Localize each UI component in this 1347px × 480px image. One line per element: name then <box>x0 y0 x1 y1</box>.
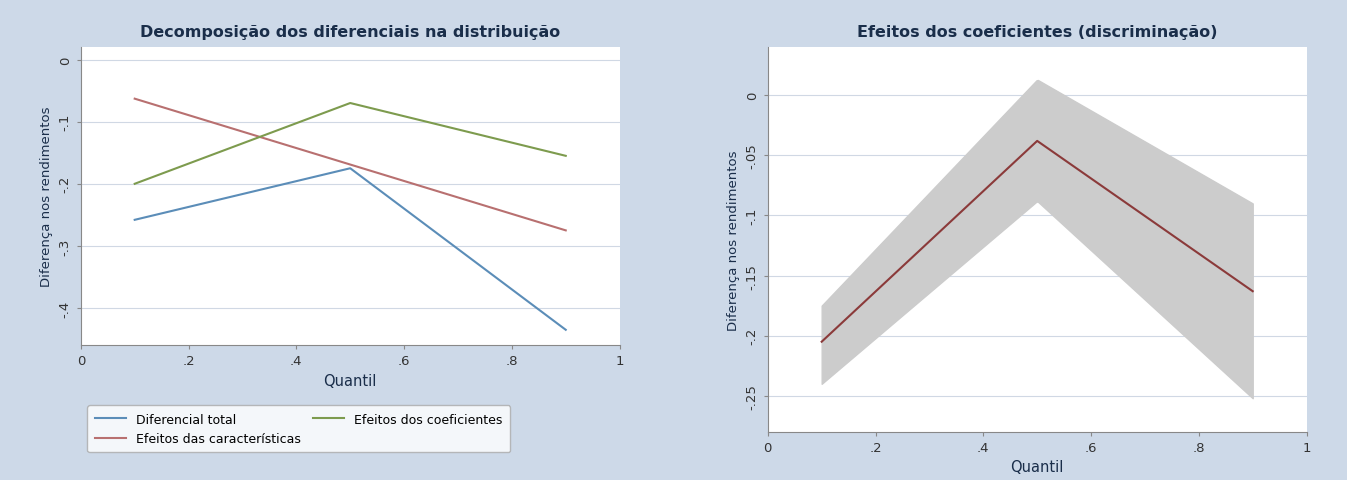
Y-axis label: Diferença nos rendimentos: Diferença nos rendimentos <box>40 107 54 287</box>
Title: Decomposição dos diferenciais na distribuição: Decomposição dos diferenciais na distrib… <box>140 25 560 40</box>
X-axis label: Quantil: Quantil <box>323 373 377 388</box>
X-axis label: Quantil: Quantil <box>1010 459 1064 475</box>
Y-axis label: Diferença nos rendimentos: Diferença nos rendimentos <box>727 150 741 330</box>
Legend: Diferencial total, Efeitos das características, Efeitos dos coeficientes: Diferencial total, Efeitos das caracterí… <box>88 406 511 453</box>
Title: Efeitos dos coeficientes (discriminação): Efeitos dos coeficientes (discriminação) <box>857 25 1218 40</box>
